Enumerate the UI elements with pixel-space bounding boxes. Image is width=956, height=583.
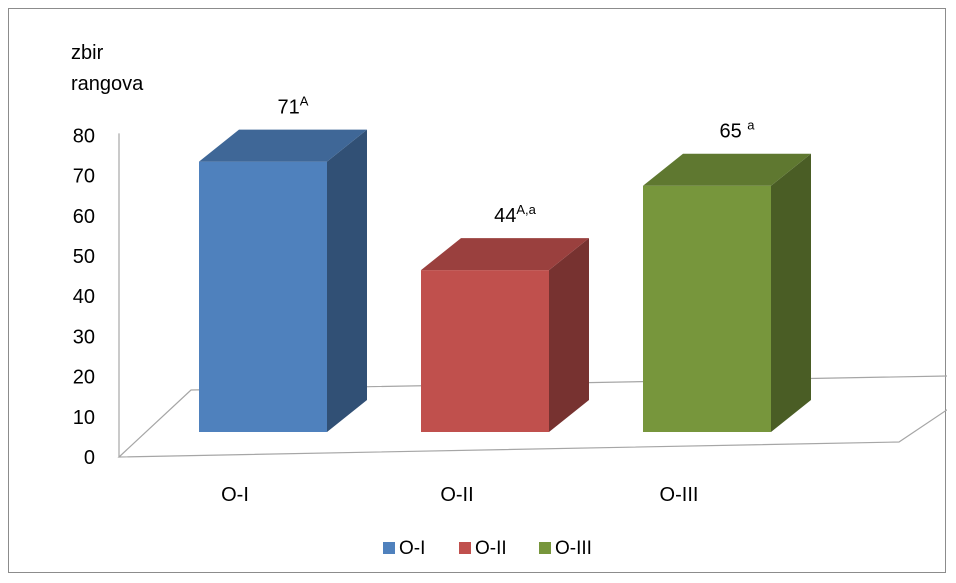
legend-swatch (539, 542, 551, 554)
data-label-O-II: 44A,a (494, 202, 537, 227)
y-tick-label: 50 (73, 246, 95, 268)
x-tick-label: O-III (660, 484, 699, 506)
y-axis: 0 10 20 30 40 50 60 70 80 (73, 125, 120, 469)
legend-label: O-II (475, 538, 507, 559)
x-tick-label: O-I (221, 484, 249, 506)
bar-top (199, 129, 367, 162)
y-tick-label: 60 (73, 206, 95, 228)
y-tick-label: 0 (84, 447, 95, 469)
chart-frame: 0 10 20 30 40 50 60 70 80 71A 44A,a 65 a O-I O-II O-… (8, 8, 947, 573)
bar-front (643, 185, 771, 432)
y-tick-label: 30 (73, 326, 95, 348)
bar-O-II (421, 238, 589, 432)
legend-swatch (383, 542, 395, 554)
bar-front (199, 161, 327, 432)
bar-front (421, 270, 549, 432)
y-tick-label: 40 (73, 286, 95, 308)
chart-floor (117, 375, 947, 458)
data-label-O-I: 71A (278, 94, 309, 119)
bars (199, 129, 811, 432)
legend-item-O-I: O-I (383, 538, 425, 559)
bar-side (327, 129, 367, 432)
legend: O-I O-II O-III (383, 538, 592, 559)
y-tick-label: 20 (73, 367, 95, 389)
x-axis: O-I O-II O-III (221, 484, 698, 506)
floor-outline (117, 375, 947, 458)
legend-label: O-I (399, 538, 425, 559)
bar-side (771, 153, 811, 432)
y-axis-title: zbir rangova (71, 42, 144, 95)
data-labels: 71A 44A,a 65 a (278, 94, 756, 228)
bar-O-I (199, 129, 367, 432)
y-axis-title-line: rangova (71, 73, 144, 95)
bar-O-III (643, 153, 811, 432)
x-tick-label: O-II (440, 484, 473, 506)
bar-top (421, 238, 589, 271)
y-tick-label: 70 (73, 166, 95, 188)
legend-item-O-II: O-II (459, 538, 507, 559)
data-label-O-III: 65 a (719, 118, 755, 143)
legend-label: O-III (555, 538, 592, 559)
y-tick-label: 80 (73, 125, 95, 147)
legend-item-O-III: O-III (539, 538, 592, 559)
y-tick-label: 10 (73, 407, 95, 429)
y-axis-title-line: zbir (71, 42, 104, 64)
legend-swatch (459, 542, 471, 554)
bar-side (549, 238, 589, 432)
bar-top (643, 153, 811, 186)
